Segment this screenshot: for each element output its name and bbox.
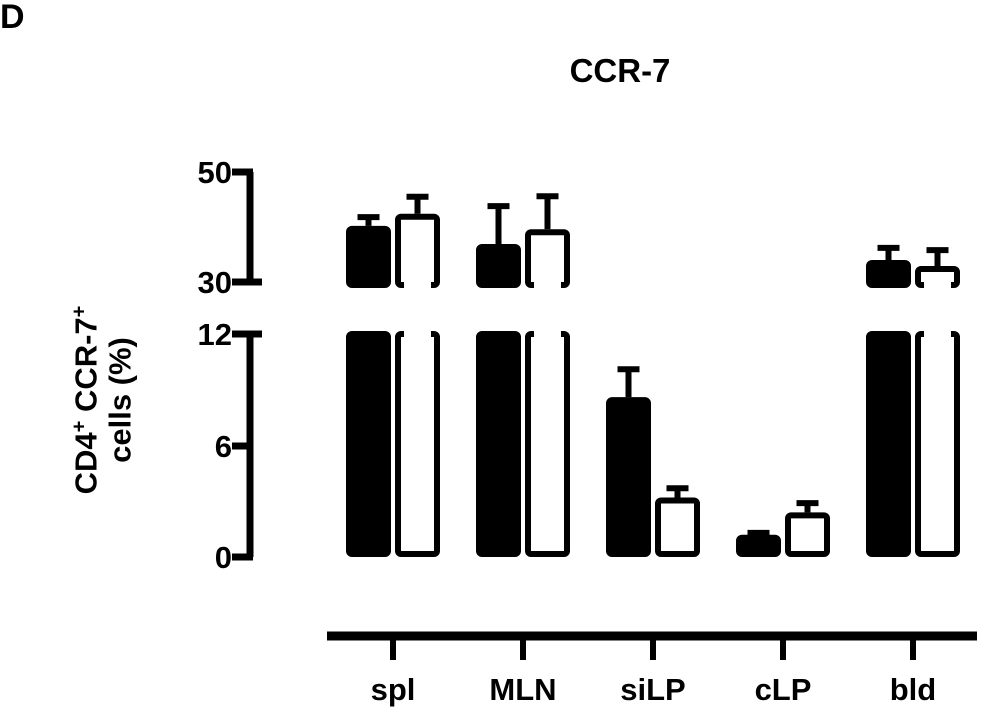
y-tick-0: 0 bbox=[214, 540, 232, 575]
panel-letter: D bbox=[0, 0, 25, 36]
bar-siLP-open bbox=[655, 485, 700, 557]
bar-cLP-filled bbox=[736, 529, 781, 558]
bar-spl-filled bbox=[346, 214, 391, 557]
y-tick-30: 30 bbox=[197, 265, 232, 300]
chart-title: CCR-7 bbox=[569, 52, 671, 89]
y-tick-12: 12 bbox=[197, 317, 232, 352]
bar-MLN-filled bbox=[476, 203, 521, 557]
x-tick-label-bld: bld bbox=[889, 672, 937, 707]
y-tick-6: 6 bbox=[214, 429, 232, 464]
bar-siLP-filled bbox=[606, 366, 651, 557]
y-axis-lower bbox=[232, 330, 262, 561]
bar-MLN-open bbox=[525, 193, 570, 557]
y-axis-upper bbox=[232, 168, 262, 286]
bar-cLP-open bbox=[785, 500, 830, 558]
x-tick-label-cLP: cLP bbox=[754, 672, 812, 707]
bar-spl-open bbox=[395, 193, 440, 557]
x-tick-label-spl: spl bbox=[370, 672, 416, 707]
x-axis-ticks bbox=[390, 636, 916, 660]
x-tick-label-siLP: siLP bbox=[620, 672, 686, 707]
bar-bld-open bbox=[915, 247, 960, 557]
bar-bld-filled bbox=[866, 244, 911, 557]
y-tick-50: 50 bbox=[197, 155, 232, 190]
bars bbox=[346, 193, 960, 558]
x-tick-label-MLN: MLN bbox=[489, 672, 557, 707]
